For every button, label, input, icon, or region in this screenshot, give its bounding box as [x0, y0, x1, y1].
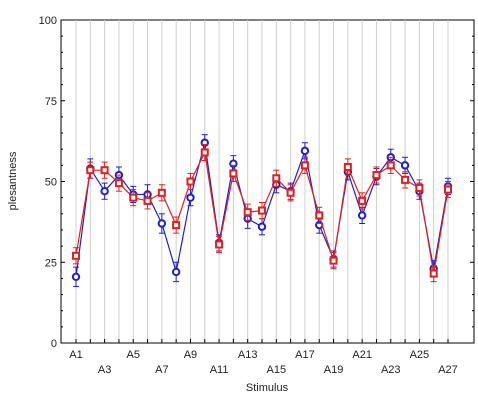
data-point	[229, 169, 238, 178]
x-tick-label: A13	[238, 349, 258, 361]
data-point	[100, 166, 109, 175]
data-point	[300, 146, 310, 156]
data-point	[72, 251, 80, 260]
data-point	[444, 185, 452, 194]
data-point	[215, 240, 224, 249]
data-point	[114, 179, 123, 188]
series-2	[72, 143, 452, 283]
x-tick-label: A5	[126, 349, 139, 361]
x-tick-label: A21	[352, 349, 372, 361]
x-tick-label: A7	[155, 364, 168, 376]
data-point	[100, 186, 109, 196]
series-group	[71, 134, 453, 287]
data-point	[200, 148, 209, 157]
data-point	[157, 219, 167, 228]
data-point	[400, 161, 410, 170]
x-tick-label: A25	[410, 349, 430, 361]
x-tick-label: A17	[295, 349, 315, 361]
data-point	[258, 206, 266, 215]
x-axis-title: Stimulus	[246, 382, 289, 394]
data-point	[429, 269, 438, 278]
data-point	[272, 174, 281, 183]
data-point	[71, 272, 81, 281]
x-tick-label: A1	[69, 349, 82, 361]
y-tick-label: 50	[45, 177, 57, 189]
data-point	[357, 211, 367, 220]
data-point	[129, 193, 138, 202]
y-tick-label: 0	[51, 338, 57, 350]
x-tick-label: A19	[324, 364, 344, 376]
x-axis-ticks: A1 A5 A9 A13 A17 A21 A25 A3 A7 A11 A15 A19 A23 A27	[69, 339, 458, 376]
x-tick-label: A15	[267, 364, 287, 376]
y-axis-title: plesantness	[7, 151, 19, 210]
data-point	[257, 222, 267, 231]
x-tick-label: A9	[184, 349, 197, 361]
data-point	[300, 161, 309, 170]
y-axis-ticks: 0 25 50 75 100	[39, 15, 474, 350]
x-tick-label: A23	[381, 364, 401, 376]
y-tick-label: 75	[45, 96, 57, 108]
data-point	[86, 166, 95, 175]
y-tick-label: 100	[39, 15, 57, 27]
y-tick-label: 25	[45, 257, 57, 269]
data-point	[186, 193, 195, 202]
data-point	[386, 161, 395, 170]
data-point	[172, 221, 181, 230]
data-point	[143, 196, 152, 205]
x-tick-label: A27	[438, 364, 458, 376]
data-point	[286, 188, 295, 197]
data-point	[358, 196, 367, 205]
data-point	[329, 256, 338, 265]
x-tick-label: A11	[210, 364, 229, 376]
data-point	[343, 162, 352, 171]
data-point	[186, 177, 195, 186]
x-tick-label: A3	[98, 364, 111, 376]
data-point	[243, 208, 252, 217]
data-point	[171, 267, 181, 277]
data-point	[315, 211, 324, 220]
data-point	[415, 183, 424, 192]
data-point	[372, 171, 381, 180]
data-point	[157, 188, 166, 197]
data-point	[401, 175, 410, 184]
